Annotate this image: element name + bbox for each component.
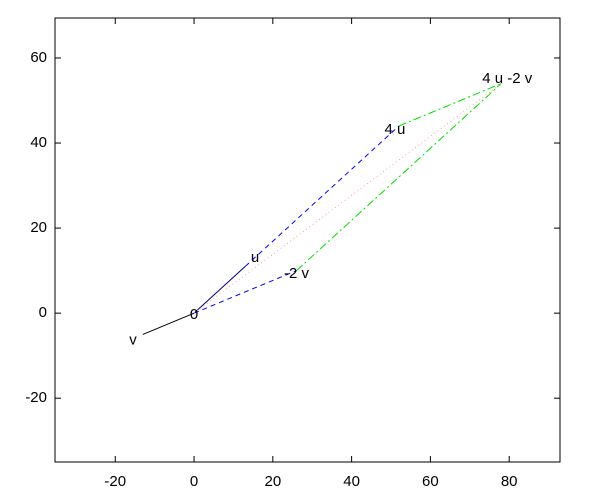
x-tick-label: 20 bbox=[264, 473, 281, 490]
y-tick-label: -20 bbox=[25, 389, 47, 406]
y-tick-label: 20 bbox=[30, 219, 47, 236]
point-label: 4 u bbox=[385, 121, 406, 138]
x-tick-label: 0 bbox=[190, 473, 198, 490]
vector-line bbox=[142, 312, 195, 335]
plot-frame bbox=[54, 17, 561, 463]
x-tick-label: 80 bbox=[501, 473, 518, 490]
y-tick-label: 60 bbox=[30, 49, 47, 66]
point-label: v bbox=[129, 331, 137, 348]
vector-line bbox=[193, 265, 246, 314]
vector-line bbox=[296, 83, 502, 271]
y-tick-label: 40 bbox=[30, 134, 47, 151]
vector-line bbox=[193, 270, 297, 314]
point-label: 4 u -2 v bbox=[482, 70, 533, 87]
point-label: 0 bbox=[190, 306, 198, 323]
y-tick-label: 0 bbox=[39, 304, 47, 321]
vector-line bbox=[193, 83, 502, 314]
point-label: -2 v bbox=[284, 265, 310, 282]
vector-line bbox=[398, 83, 502, 127]
x-tick-label: 60 bbox=[422, 473, 439, 490]
vector-line bbox=[244, 125, 400, 267]
x-tick-label: -20 bbox=[104, 473, 126, 490]
x-tick-label: 40 bbox=[343, 473, 360, 490]
point-label: u bbox=[251, 249, 259, 266]
